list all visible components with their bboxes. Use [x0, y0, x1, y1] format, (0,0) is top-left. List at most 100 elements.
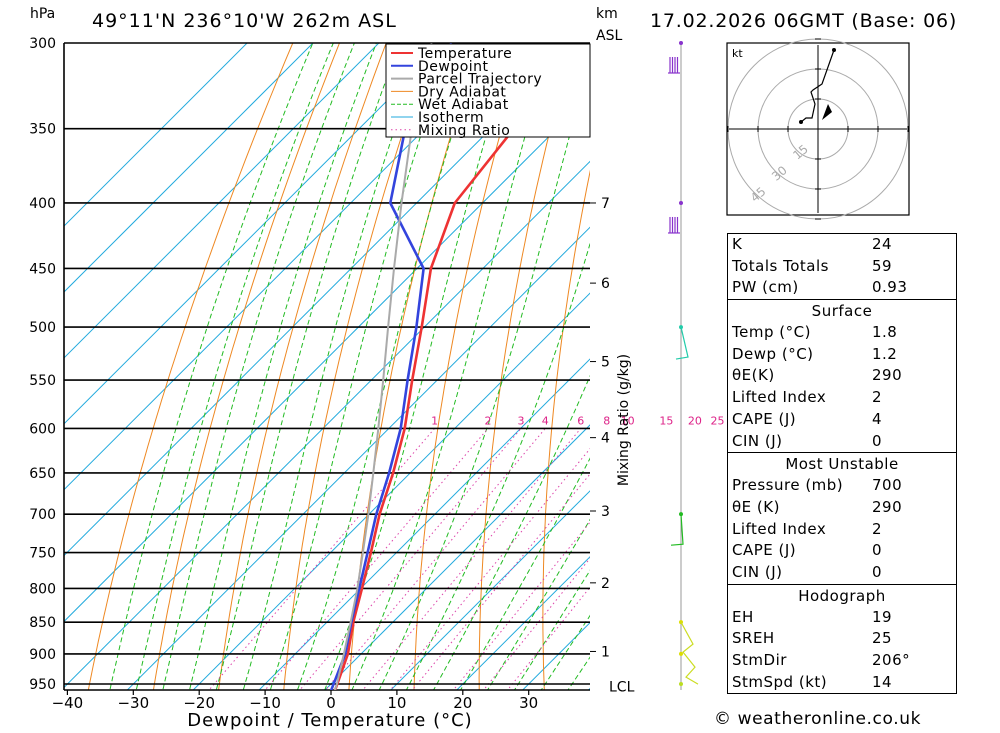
mu-theta-value: 290 — [872, 497, 903, 516]
mixing-ratio-value-label: 1 — [431, 415, 438, 428]
mixing-ratio-axis-label: Mixing Ratio (g/kg) — [616, 354, 632, 486]
km-tick-label: 5 — [601, 355, 610, 371]
profile-lines — [329, 43, 590, 690]
dry-adiabat-line — [87, 43, 294, 690]
km-tick-label: 2 — [601, 576, 610, 592]
km-tick-label: 6 — [601, 276, 610, 292]
pressure-tick-label: 950 — [29, 677, 56, 693]
temp-tick-label: 10 — [387, 694, 406, 712]
wind-barbs — [668, 41, 699, 690]
dry-adiabat-line — [413, 43, 527, 690]
copyright-footer: © weatheronline.co.uk — [714, 709, 922, 729]
legend-entry: Temperature — [417, 46, 512, 62]
mu-cape-label: CAPE (J) — [732, 541, 797, 560]
temp-tick-label: 0 — [326, 694, 336, 712]
surface-cin-value: 0 — [872, 431, 883, 450]
mu-pressure-row: Pressure (mb) 700 — [728, 475, 956, 497]
km-tick-label: 4 — [601, 431, 610, 447]
totals-totals-row: Totals Totals 59 — [728, 256, 956, 278]
most-unstable-header: Most Unstable — [728, 452, 956, 475]
mu-cin-row: CIN (J) 0 — [728, 562, 956, 584]
legend-entry: Isotherm — [418, 110, 484, 126]
surface-temp-row: Temp (°C) 1.8 — [728, 322, 956, 344]
k-value: 24 — [872, 235, 893, 253]
surface-theta-value: 290 — [872, 366, 903, 385]
mixing-ratio-value-label: 25 — [711, 415, 725, 428]
temp-tick-label: −10 — [249, 694, 281, 712]
temperature-line — [333, 46, 590, 690]
surface-cin-label: CIN (J) — [732, 431, 783, 450]
k-index-row: K 24 — [728, 234, 956, 256]
wind-barb — [680, 621, 699, 685]
storm-motion-arrow — [822, 104, 832, 120]
surface-li-label: Lifted Index — [732, 388, 827, 407]
pressure-tick-label: 750 — [29, 546, 56, 562]
stmspd-label: StmSpd (kt) — [732, 672, 828, 691]
sreh-row: SREH 25 — [728, 628, 956, 650]
x-axis-label: Dewpoint / Temperature (°C) — [187, 710, 472, 731]
mixing-ratio-line — [482, 557, 590, 690]
wind-barb — [668, 57, 680, 74]
pressure-tick-label: 450 — [29, 261, 56, 277]
mu-li-value: 2 — [872, 519, 883, 538]
surface-cin-row: CIN (J) 0 — [728, 431, 956, 453]
isotherm-line — [324, 424, 590, 690]
stmdir-label: StmDir — [732, 651, 787, 669]
pressure-tick-label: 650 — [29, 466, 56, 482]
height-unit-label: km — [596, 6, 618, 22]
mixing-ratio-value-label: 10 — [621, 415, 635, 428]
wet-adiabat-line — [215, 43, 401, 690]
dry-adiabat-line — [478, 43, 574, 690]
sreh-value: 25 — [872, 629, 893, 648]
indices-table: K 24 Totals Totals 59 PW (cm) 0.93 Surface … — [727, 233, 957, 695]
mixing-ratio-line — [362, 428, 582, 690]
isotherm-line — [64, 43, 314, 293]
wind-point — [679, 200, 683, 205]
wet-adiabat-line — [162, 43, 355, 690]
surface-temp-value: 1.8 — [872, 323, 898, 342]
mixing-ratio-value-label: 4 — [542, 415, 549, 428]
eh-value: 19 — [872, 607, 893, 626]
mixing-ratio-line — [506, 586, 590, 690]
wet-adiabat-line — [540, 614, 590, 690]
legend-entry: Parcel Trajectory — [418, 72, 542, 88]
legend-entry: Dewpoint — [418, 59, 489, 75]
isotherm-line — [64, 43, 248, 227]
pressure-tick-label: 900 — [29, 647, 56, 663]
stmdir-value: 206° — [872, 651, 911, 669]
wet-adiabat-line — [433, 374, 590, 690]
wind-point — [679, 41, 683, 45]
temp-tick-label: 30 — [519, 694, 538, 712]
parcel-trajectory-line — [333, 43, 433, 690]
wet-adiabat-line — [242, 43, 426, 690]
hodograph-start-dot — [799, 120, 803, 124]
legend-box — [385, 43, 591, 138]
surface-li-value: 2 — [872, 388, 883, 407]
mu-theta-label: θE (K) — [732, 497, 780, 516]
height-unit-label-asl: ASL — [596, 28, 622, 44]
isotherm-line — [64, 94, 590, 623]
mu-theta-row: θE (K) 290 — [728, 497, 956, 519]
axis-labels: 1 2 3 4 6 8 10 15 20 2530035040045050055060065070… — [29, 36, 724, 712]
pressure-tick-label: 550 — [29, 373, 56, 389]
dry-adiabat-line — [218, 43, 387, 690]
pressure-tick-label: 850 — [29, 615, 56, 631]
surface-dewp-row: Dewp (°C) 1.2 — [728, 344, 956, 366]
mixing-ratio-line — [411, 473, 590, 690]
wind-point — [679, 651, 683, 656]
legend-entry: Mixing Ratio — [418, 123, 510, 139]
mixing-ratio-line — [264, 428, 489, 690]
surface-cape-value: 4 — [872, 409, 883, 428]
wet-adiabat-line — [296, 43, 482, 690]
legend-entry: Dry Adiabat — [418, 84, 506, 100]
pressure-tick-label: 600 — [29, 421, 56, 437]
hodograph-unit: kt — [732, 47, 743, 60]
wet-adiabat-line — [109, 43, 314, 690]
isotherm-line — [456, 556, 590, 690]
pw-label: PW (cm) — [732, 278, 799, 297]
surface-theta-row: θE(K) 290 — [728, 365, 956, 387]
wind-barb — [675, 326, 689, 360]
dry-adiabat-line — [989, 0, 1000, 713]
wet-adiabat-line — [189, 43, 377, 690]
